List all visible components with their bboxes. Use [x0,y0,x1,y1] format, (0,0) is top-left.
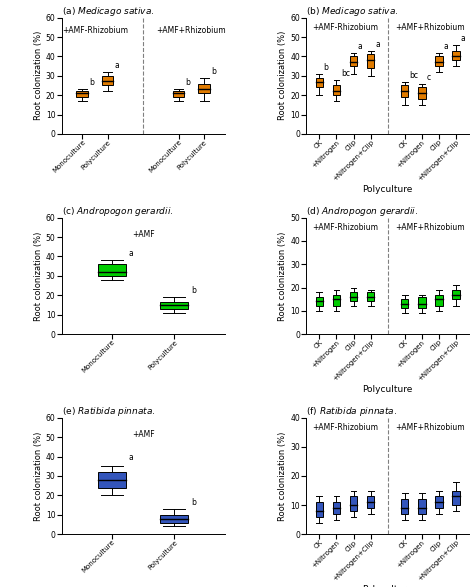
Text: a: a [358,42,363,50]
Bar [436,295,443,306]
Bar [333,502,340,514]
Y-axis label: Root colonization (%): Root colonization (%) [278,31,287,120]
Text: (b) $\it{Medicago\ sativa.}$: (b) $\it{Medicago\ sativa.}$ [306,5,399,18]
Y-axis label: Root colonization (%): Root colonization (%) [34,431,43,521]
Text: +AMF: +AMF [132,430,155,438]
Y-axis label: Root colonization (%): Root colonization (%) [34,31,43,120]
Bar [333,86,340,95]
Text: a: a [375,40,380,49]
Text: a: a [114,61,119,70]
Bar [453,491,460,505]
Text: (f) $\it{Ratibida\ pinnata.}$: (f) $\it{Ratibida\ pinnata.}$ [306,405,398,418]
Text: a: a [461,34,465,43]
Text: b: b [191,498,196,507]
Text: (a) $\it{Medicago\ sativa.}$: (a) $\it{Medicago\ sativa.}$ [62,5,154,18]
X-axis label: Polyculture: Polyculture [363,185,413,194]
Text: b: b [185,79,191,87]
Bar [98,264,126,276]
Bar [401,299,409,308]
Bar [350,292,357,302]
Text: bc: bc [409,70,418,80]
Text: +AMF+Rhizobium: +AMF+Rhizobium [396,222,465,232]
Bar [160,515,188,522]
Text: +AMF-Rhizobium: +AMF-Rhizobium [62,26,128,35]
Y-axis label: Root colonization (%): Root colonization (%) [278,231,287,321]
Text: b: b [211,67,216,76]
Bar [418,500,426,514]
Text: c: c [426,73,430,82]
Bar [453,50,460,60]
Bar [76,92,88,97]
Text: +AMF-Rhizobium: +AMF-Rhizobium [312,22,378,32]
Bar [333,295,340,306]
Bar [367,497,374,508]
Text: b: b [89,79,94,87]
Text: (e) $\it{Ratibida\ pinnata.}$: (e) $\it{Ratibida\ pinnata.}$ [62,405,155,418]
Bar [98,472,126,488]
Text: +AMF+Rhizobium: +AMF+Rhizobium [396,22,465,32]
Text: +AMF: +AMF [132,230,155,239]
Text: b: b [324,63,328,72]
Bar [350,497,357,511]
Y-axis label: Root colonization (%): Root colonization (%) [278,431,287,521]
Bar [160,302,188,309]
Bar [316,297,323,306]
Bar [199,83,210,93]
Bar [173,92,184,97]
Bar [418,297,426,308]
Bar [367,292,374,302]
Text: (d) $\it{Andropogon\ gerardii.}$: (d) $\it{Andropogon\ gerardii.}$ [306,205,419,218]
X-axis label: Polyculture: Polyculture [363,585,413,587]
Bar [401,86,409,97]
Bar [436,497,443,508]
Bar [350,56,357,66]
Bar [102,76,113,86]
Text: a: a [129,249,134,258]
Bar [453,290,460,299]
Text: +AMF+Rhizobium: +AMF+Rhizobium [156,26,226,35]
Text: +AMF-Rhizobium: +AMF-Rhizobium [312,222,378,232]
Bar [418,87,426,99]
Bar [367,55,374,68]
Bar [316,502,323,517]
Text: b: b [191,286,196,295]
Text: (c) $\it{Andropogon\ gerardii.}$: (c) $\it{Andropogon\ gerardii.}$ [62,205,173,218]
Bar [316,77,323,87]
Text: a: a [129,453,134,463]
Bar [436,56,443,66]
Y-axis label: Root colonization (%): Root colonization (%) [34,231,43,321]
Text: +AMF-Rhizobium: +AMF-Rhizobium [312,423,378,432]
Text: +AMF+Rhizobium: +AMF+Rhizobium [396,423,465,432]
X-axis label: Polyculture: Polyculture [363,385,413,394]
Text: a: a [443,42,448,50]
Text: bc: bc [341,69,350,77]
Bar [401,500,409,514]
